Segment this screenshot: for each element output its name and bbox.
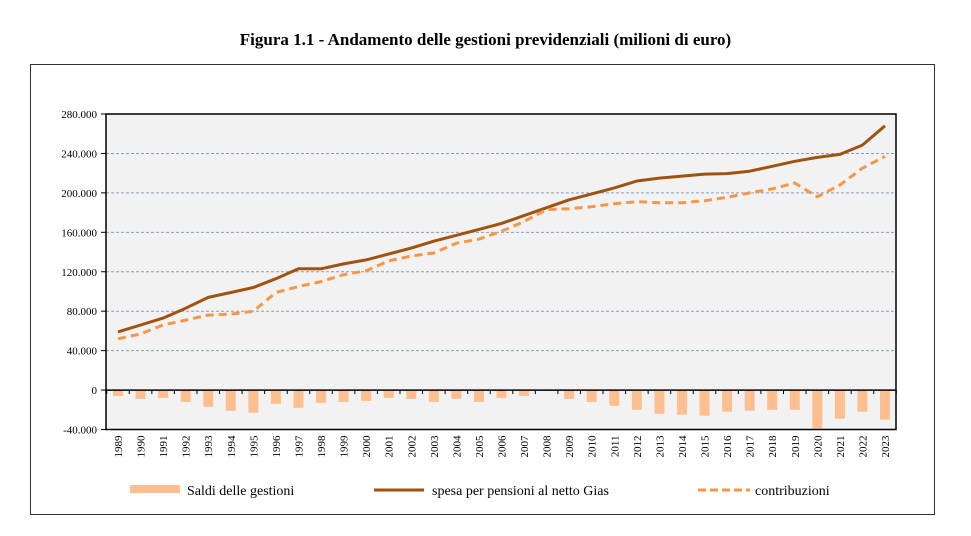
x-tick-label: 1989 <box>113 435 125 458</box>
bar-saldi <box>338 390 349 402</box>
x-tick-label: 2020 <box>812 435 824 458</box>
bar-saldi <box>812 390 823 429</box>
x-tick-label: 2015 <box>700 435 712 458</box>
x-tick-label: 1992 <box>181 436 193 458</box>
y-tick-label: 200.000 <box>61 188 97 200</box>
x-tick-label: 2010 <box>587 435 599 458</box>
bar-saldi <box>203 390 214 407</box>
x-tick-label: 1995 <box>248 435 260 458</box>
line-spesa-pensioni <box>117 124 886 334</box>
bar-saldi <box>586 390 597 402</box>
x-tick-label: 2019 <box>790 435 802 458</box>
bar-saldi <box>857 390 868 412</box>
x-tick-label: 2008 <box>542 435 554 458</box>
bar-saldi <box>428 390 439 402</box>
bar-saldi <box>699 390 710 416</box>
y-tick-label: 120.000 <box>61 267 97 279</box>
bar-saldi <box>180 390 191 402</box>
bar-saldi <box>789 390 800 410</box>
bar-saldi <box>135 390 146 399</box>
chart-title: Figura 1.1 - Andamento delle gestioni pr… <box>239 30 732 49</box>
bar-saldi <box>316 390 327 403</box>
x-tick-label: 1996 <box>271 435 283 458</box>
bar-saldi <box>609 390 620 406</box>
x-tick-label: 2012 <box>632 436 644 458</box>
bar-saldi <box>654 390 665 414</box>
bar-saldi <box>248 390 259 413</box>
legend-swatch-saldi <box>130 485 180 493</box>
bar-saldi <box>225 390 236 411</box>
bar-saldi <box>451 390 462 399</box>
x-tick-label: 2013 <box>654 435 666 458</box>
x-tick-label: 2016 <box>722 435 734 458</box>
bar-saldi <box>834 390 845 419</box>
x-tick-label: 1994 <box>226 435 238 458</box>
x-tick-label: 2022 <box>857 436 869 458</box>
x-tick-label: 2000 <box>361 435 373 458</box>
x-tick-label: 2007 <box>519 435 531 458</box>
x-tick-label: 1993 <box>203 435 215 458</box>
y-tick-label: 40.000 <box>67 346 98 358</box>
bar-saldi <box>631 390 642 410</box>
bar-saldi <box>473 390 484 402</box>
bar-saldi <box>383 390 394 398</box>
bar-saldi <box>564 390 575 399</box>
legend-label-contribuzioni: contribuzioni <box>755 484 830 499</box>
x-tick-label: 2011 <box>609 436 621 458</box>
chart-frame <box>30 64 935 515</box>
y-tick-label: 280.000 <box>61 109 97 121</box>
y-tick-label: 0 <box>92 385 98 397</box>
x-tick-label: 1991 <box>158 436 170 458</box>
x-tick-label: 1997 <box>293 435 305 458</box>
bar-saldi <box>767 390 778 410</box>
bar-saldi <box>519 390 530 396</box>
bar-saldi <box>722 390 733 412</box>
bar-saldi <box>361 390 372 401</box>
x-tick-label: 1998 <box>316 435 328 458</box>
bar-saldi <box>880 390 890 420</box>
x-tick-label: 2018 <box>767 435 779 458</box>
x-tick-label: 2023 <box>880 435 892 458</box>
bar-saldi <box>676 390 687 415</box>
x-tick-label: 2021 <box>835 436 847 458</box>
legend-label-saldi: Saldi delle gestioni <box>187 484 294 499</box>
bar-saldi <box>270 390 281 404</box>
x-tick-label: 2006 <box>497 435 509 458</box>
x-tick-label: 2001 <box>384 436 396 458</box>
x-tick-label: 1990 <box>136 435 148 458</box>
bar-saldi <box>293 390 304 408</box>
x-tick-label: 2017 <box>745 435 757 458</box>
bar-saldi <box>113 390 123 396</box>
x-tick-label: 2004 <box>451 435 463 458</box>
y-tick-label: 80.000 <box>67 306 98 318</box>
x-tick-label: 2003 <box>429 435 441 458</box>
bar-saldi <box>406 390 417 399</box>
y-tick-label: 160.000 <box>61 227 97 239</box>
y-tick-label: -40.000 <box>63 425 97 437</box>
bar-saldi <box>496 390 507 398</box>
x-tick-label: 2014 <box>677 435 689 458</box>
x-tick-label: 2002 <box>406 436 418 458</box>
bar-saldi <box>158 390 169 398</box>
y-tick-label: 240.000 <box>61 148 97 160</box>
legend-label-spesa: spesa per pensioni al netto Gias <box>432 484 609 499</box>
x-tick-label: 2009 <box>564 435 576 458</box>
line-contribuzioni <box>117 155 886 341</box>
x-tick-label: 2005 <box>474 435 486 458</box>
bar-saldi <box>744 390 755 411</box>
x-tick-label: 1999 <box>339 435 351 458</box>
